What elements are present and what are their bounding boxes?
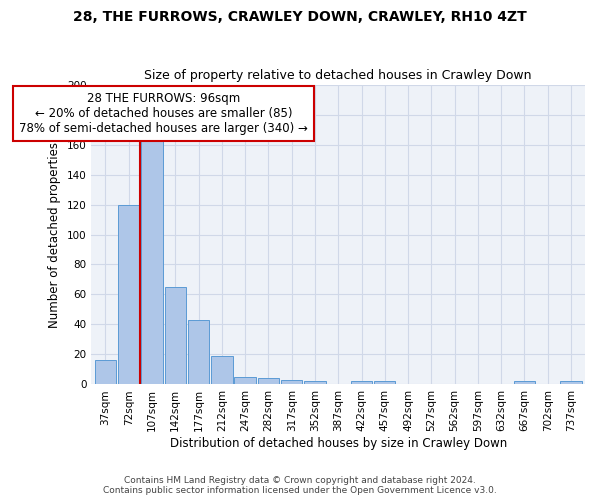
Bar — [304, 382, 326, 384]
Bar — [235, 377, 256, 384]
Title: Size of property relative to detached houses in Crawley Down: Size of property relative to detached ho… — [145, 69, 532, 82]
Text: 28, THE FURROWS, CRAWLEY DOWN, CRAWLEY, RH10 4ZT: 28, THE FURROWS, CRAWLEY DOWN, CRAWLEY, … — [73, 10, 527, 24]
Bar — [188, 320, 209, 384]
Bar — [95, 360, 116, 384]
Bar — [257, 378, 279, 384]
Text: 28 THE FURROWS: 96sqm
← 20% of detached houses are smaller (85)
78% of semi-deta: 28 THE FURROWS: 96sqm ← 20% of detached … — [19, 92, 308, 135]
Bar — [211, 356, 233, 384]
Bar — [351, 382, 372, 384]
Bar — [560, 382, 582, 384]
Bar — [281, 380, 302, 384]
Text: Contains HM Land Registry data © Crown copyright and database right 2024.
Contai: Contains HM Land Registry data © Crown c… — [103, 476, 497, 495]
Y-axis label: Number of detached properties: Number of detached properties — [48, 142, 61, 328]
Bar — [141, 140, 163, 384]
Bar — [374, 382, 395, 384]
Bar — [164, 287, 186, 384]
X-axis label: Distribution of detached houses by size in Crawley Down: Distribution of detached houses by size … — [170, 437, 507, 450]
Bar — [514, 382, 535, 384]
Bar — [118, 204, 139, 384]
